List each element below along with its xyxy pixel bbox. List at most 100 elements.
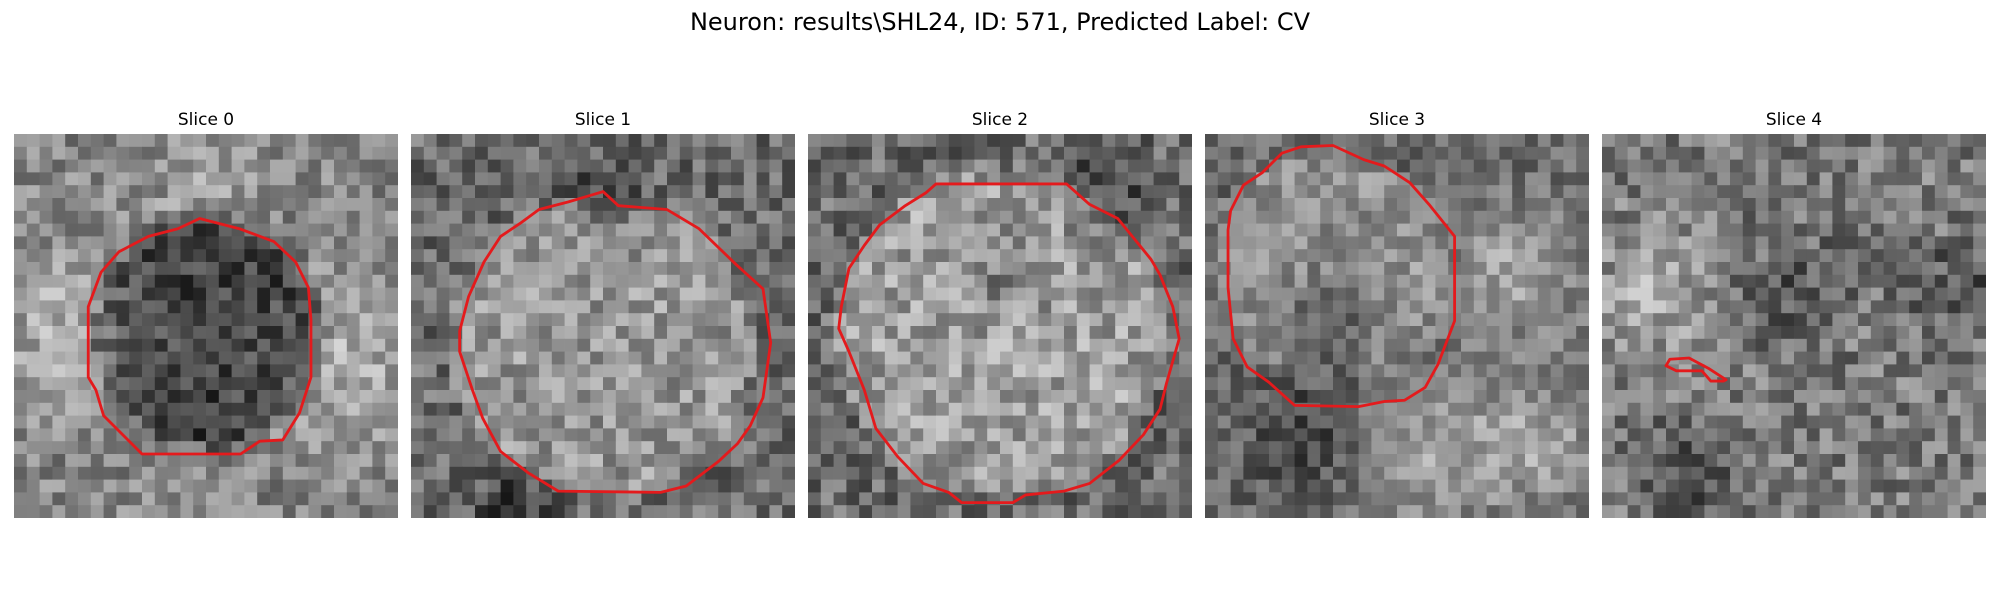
image-pixel — [1179, 287, 1192, 301]
image-pixel — [1742, 351, 1756, 365]
image-pixel — [846, 274, 860, 288]
image-pixel — [756, 172, 770, 186]
image-pixel — [808, 326, 822, 340]
image-pixel — [987, 428, 1001, 442]
image-pixel — [1768, 287, 1782, 301]
image-pixel — [1000, 198, 1014, 212]
image-pixel — [206, 454, 220, 468]
image-pixel — [1819, 249, 1833, 263]
image-pixel — [1384, 454, 1398, 468]
image-pixel — [692, 287, 706, 301]
image-pixel — [1089, 159, 1103, 173]
image-pixel — [346, 390, 360, 404]
image-pixel — [961, 185, 975, 199]
image-pixel — [346, 287, 360, 301]
image-pixel — [372, 415, 386, 429]
image-pixel — [1051, 377, 1065, 391]
image-pixel — [782, 223, 795, 237]
image-pixel — [577, 454, 591, 468]
image-pixel — [1012, 134, 1026, 148]
image-pixel — [705, 479, 719, 493]
image-pixel — [692, 210, 706, 224]
image-pixel — [833, 198, 847, 212]
image-pixel — [154, 505, 168, 518]
image-pixel — [1333, 172, 1347, 186]
image-pixel — [961, 262, 975, 276]
image-pixel — [231, 146, 245, 160]
image-pixel — [1128, 236, 1142, 250]
image-pixel — [1576, 492, 1589, 506]
image-pixel — [1256, 146, 1270, 160]
image-pixel — [1768, 223, 1782, 237]
image-pixel — [449, 185, 463, 199]
image-pixel — [1640, 479, 1654, 493]
image-pixel — [1576, 210, 1589, 224]
image-pixel — [782, 415, 795, 429]
image-pixel — [820, 287, 834, 301]
image-pixel — [743, 159, 757, 173]
image-pixel — [974, 236, 988, 250]
image-pixel — [1230, 300, 1244, 314]
image-pixel — [1281, 377, 1295, 391]
image-pixel — [1550, 146, 1564, 160]
image-pixel — [270, 185, 284, 199]
image-pixel — [1653, 454, 1667, 468]
image-pixel — [1896, 300, 1910, 314]
image-pixel — [1550, 159, 1564, 173]
image-pixel — [872, 326, 886, 340]
image-pixel — [359, 210, 373, 224]
image-pixel — [539, 223, 553, 237]
image-pixel — [1730, 390, 1744, 404]
image-pixel — [718, 198, 732, 212]
image-pixel — [641, 159, 655, 173]
image-pixel — [1563, 479, 1577, 493]
image-pixel — [1922, 313, 1936, 327]
image-pixel — [1166, 185, 1180, 199]
image-pixel — [679, 313, 693, 327]
image-pixel — [1422, 313, 1436, 327]
image-pixel — [1064, 415, 1078, 429]
image-pixel — [1064, 441, 1078, 455]
image-pixel — [1140, 390, 1154, 404]
image-pixel — [808, 198, 822, 212]
image-pixel — [667, 198, 681, 212]
image-pixel — [1870, 492, 1884, 506]
image-pixel — [1115, 172, 1129, 186]
image-pixel — [193, 492, 207, 506]
image-pixel — [1409, 390, 1423, 404]
image-pixel — [129, 351, 143, 365]
image-pixel — [1179, 146, 1192, 160]
image-pixel — [449, 198, 463, 212]
image-pixel — [321, 172, 335, 186]
image-pixel — [436, 402, 450, 416]
image-pixel — [1973, 377, 1986, 391]
image-pixel — [1614, 351, 1628, 365]
image-pixel — [449, 146, 463, 160]
image-pixel — [769, 505, 783, 518]
image-pixel — [974, 262, 988, 276]
image-pixel — [1819, 505, 1833, 518]
image-pixel — [500, 505, 514, 518]
image-pixel — [1281, 223, 1295, 237]
image-pixel — [1525, 364, 1539, 378]
image-pixel — [116, 236, 130, 250]
image-pixel — [1947, 198, 1961, 212]
image-pixel — [1666, 159, 1680, 173]
image-pixel — [1179, 185, 1192, 199]
image-pixel — [1934, 287, 1948, 301]
image-pixel — [667, 262, 681, 276]
image-pixel — [385, 351, 398, 365]
image-pixel — [743, 300, 757, 314]
image-pixel — [167, 479, 181, 493]
image-pixel — [1422, 428, 1436, 442]
image-pixel — [372, 300, 386, 314]
image-pixel — [26, 313, 40, 327]
image-pixel — [1025, 262, 1039, 276]
image-pixel — [154, 338, 168, 352]
image-pixel — [526, 198, 540, 212]
image-pixel — [1666, 274, 1680, 288]
image-pixel — [1717, 172, 1731, 186]
image-pixel — [500, 159, 514, 173]
image-pixel — [321, 146, 335, 160]
image-pixel — [1281, 134, 1295, 148]
